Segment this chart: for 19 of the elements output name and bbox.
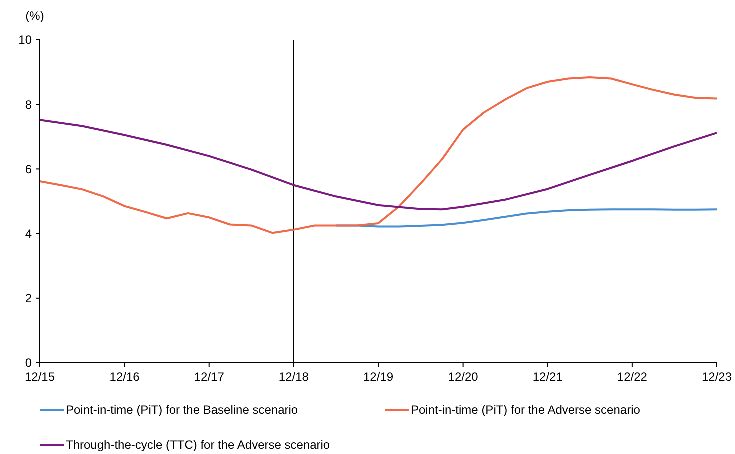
y-tick-label: 8 (25, 98, 32, 112)
x-tick-label: 12/15 (24, 370, 56, 384)
legend-label: Point-in-time (PiT) for the Baseline scenario (66, 403, 298, 418)
x-tick-label: 12/16 (110, 370, 140, 384)
x-tick-label: 12/22 (617, 370, 648, 384)
x-tick-label: 12/18 (278, 370, 310, 384)
y-axis-title: (%) (26, 9, 44, 23)
x-tick-label: 12/21 (532, 370, 564, 384)
legend-label: Point-in-time (PiT) for the Adverse scenario (411, 403, 641, 418)
x-tick-label: 12/23 (702, 370, 732, 384)
x-tick-label: 12/19 (363, 370, 394, 384)
y-tick-label: 6 (25, 162, 32, 176)
x-tick-label: 12/17 (194, 370, 225, 384)
legend-label: Through-the-cycle (TTC) for the Adverse scenario (66, 438, 330, 452)
y-tick-label: 4 (25, 227, 32, 241)
y-tick-label: 0 (25, 356, 32, 370)
y-tick-label: 2 (25, 292, 32, 306)
x-tick-label: 12/20 (448, 370, 479, 384)
y-tick-label: 10 (18, 33, 32, 48)
